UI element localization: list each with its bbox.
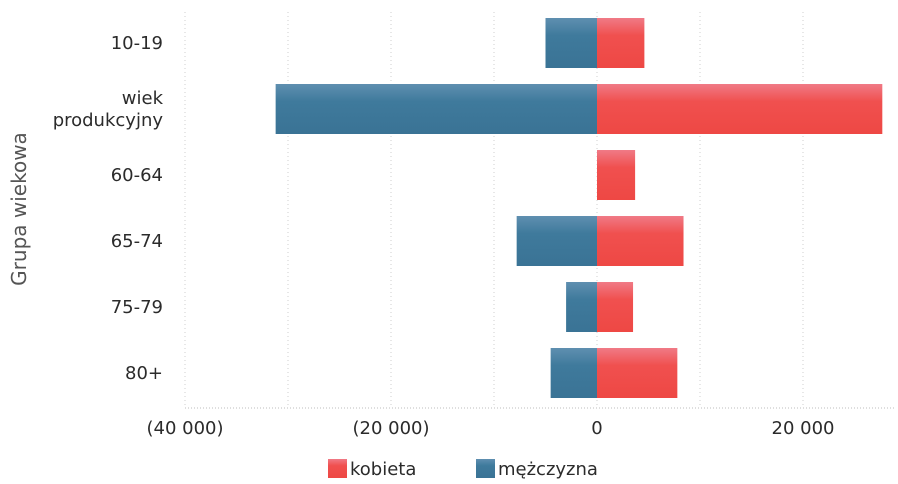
category-label: produkcyjny <box>53 110 164 131</box>
y-axis-title: Grupa wiekowa <box>7 132 31 286</box>
bars <box>275 18 883 398</box>
bar-kobieta-2 <box>597 150 636 200</box>
bar-kobieta-1 <box>597 84 883 134</box>
bar-mezczyzna-4 <box>566 282 597 332</box>
x-tick-label: 20 000 <box>772 418 835 439</box>
bar-mezczyzna-3 <box>516 216 597 266</box>
category-label: wiek <box>122 88 164 109</box>
bar-mezczyzna-0 <box>545 18 597 68</box>
x-tick-label: (20 000) <box>352 418 429 439</box>
legend: kobieta mężczyzna <box>328 459 598 480</box>
legend-label-mezczyzna: mężczyzna <box>498 459 598 480</box>
bar-mezczyzna-1 <box>275 84 597 134</box>
bar-kobieta-3 <box>597 216 684 266</box>
bar-mezczyzna-5 <box>550 348 597 398</box>
bar-kobieta-0 <box>597 18 645 68</box>
category-label: 10-19 <box>111 33 163 54</box>
category-label: 60-64 <box>111 165 163 186</box>
x-tick-label: (40 000) <box>146 418 223 439</box>
legend-swatch-kobieta <box>328 459 347 478</box>
category-label: 80+ <box>125 363 163 384</box>
bar-kobieta-5 <box>597 348 678 398</box>
x-tick-labels: (40 000) (20 000) 0 20 000 <box>146 418 834 439</box>
category-label: 65-74 <box>111 231 163 252</box>
category-label: 75-79 <box>111 297 163 318</box>
legend-label-kobieta: kobieta <box>350 459 416 480</box>
gridlines <box>184 12 896 409</box>
bar-kobieta-4 <box>597 282 634 332</box>
x-tick-label: 0 <box>591 418 602 439</box>
legend-swatch-mezczyzna <box>476 459 495 478</box>
